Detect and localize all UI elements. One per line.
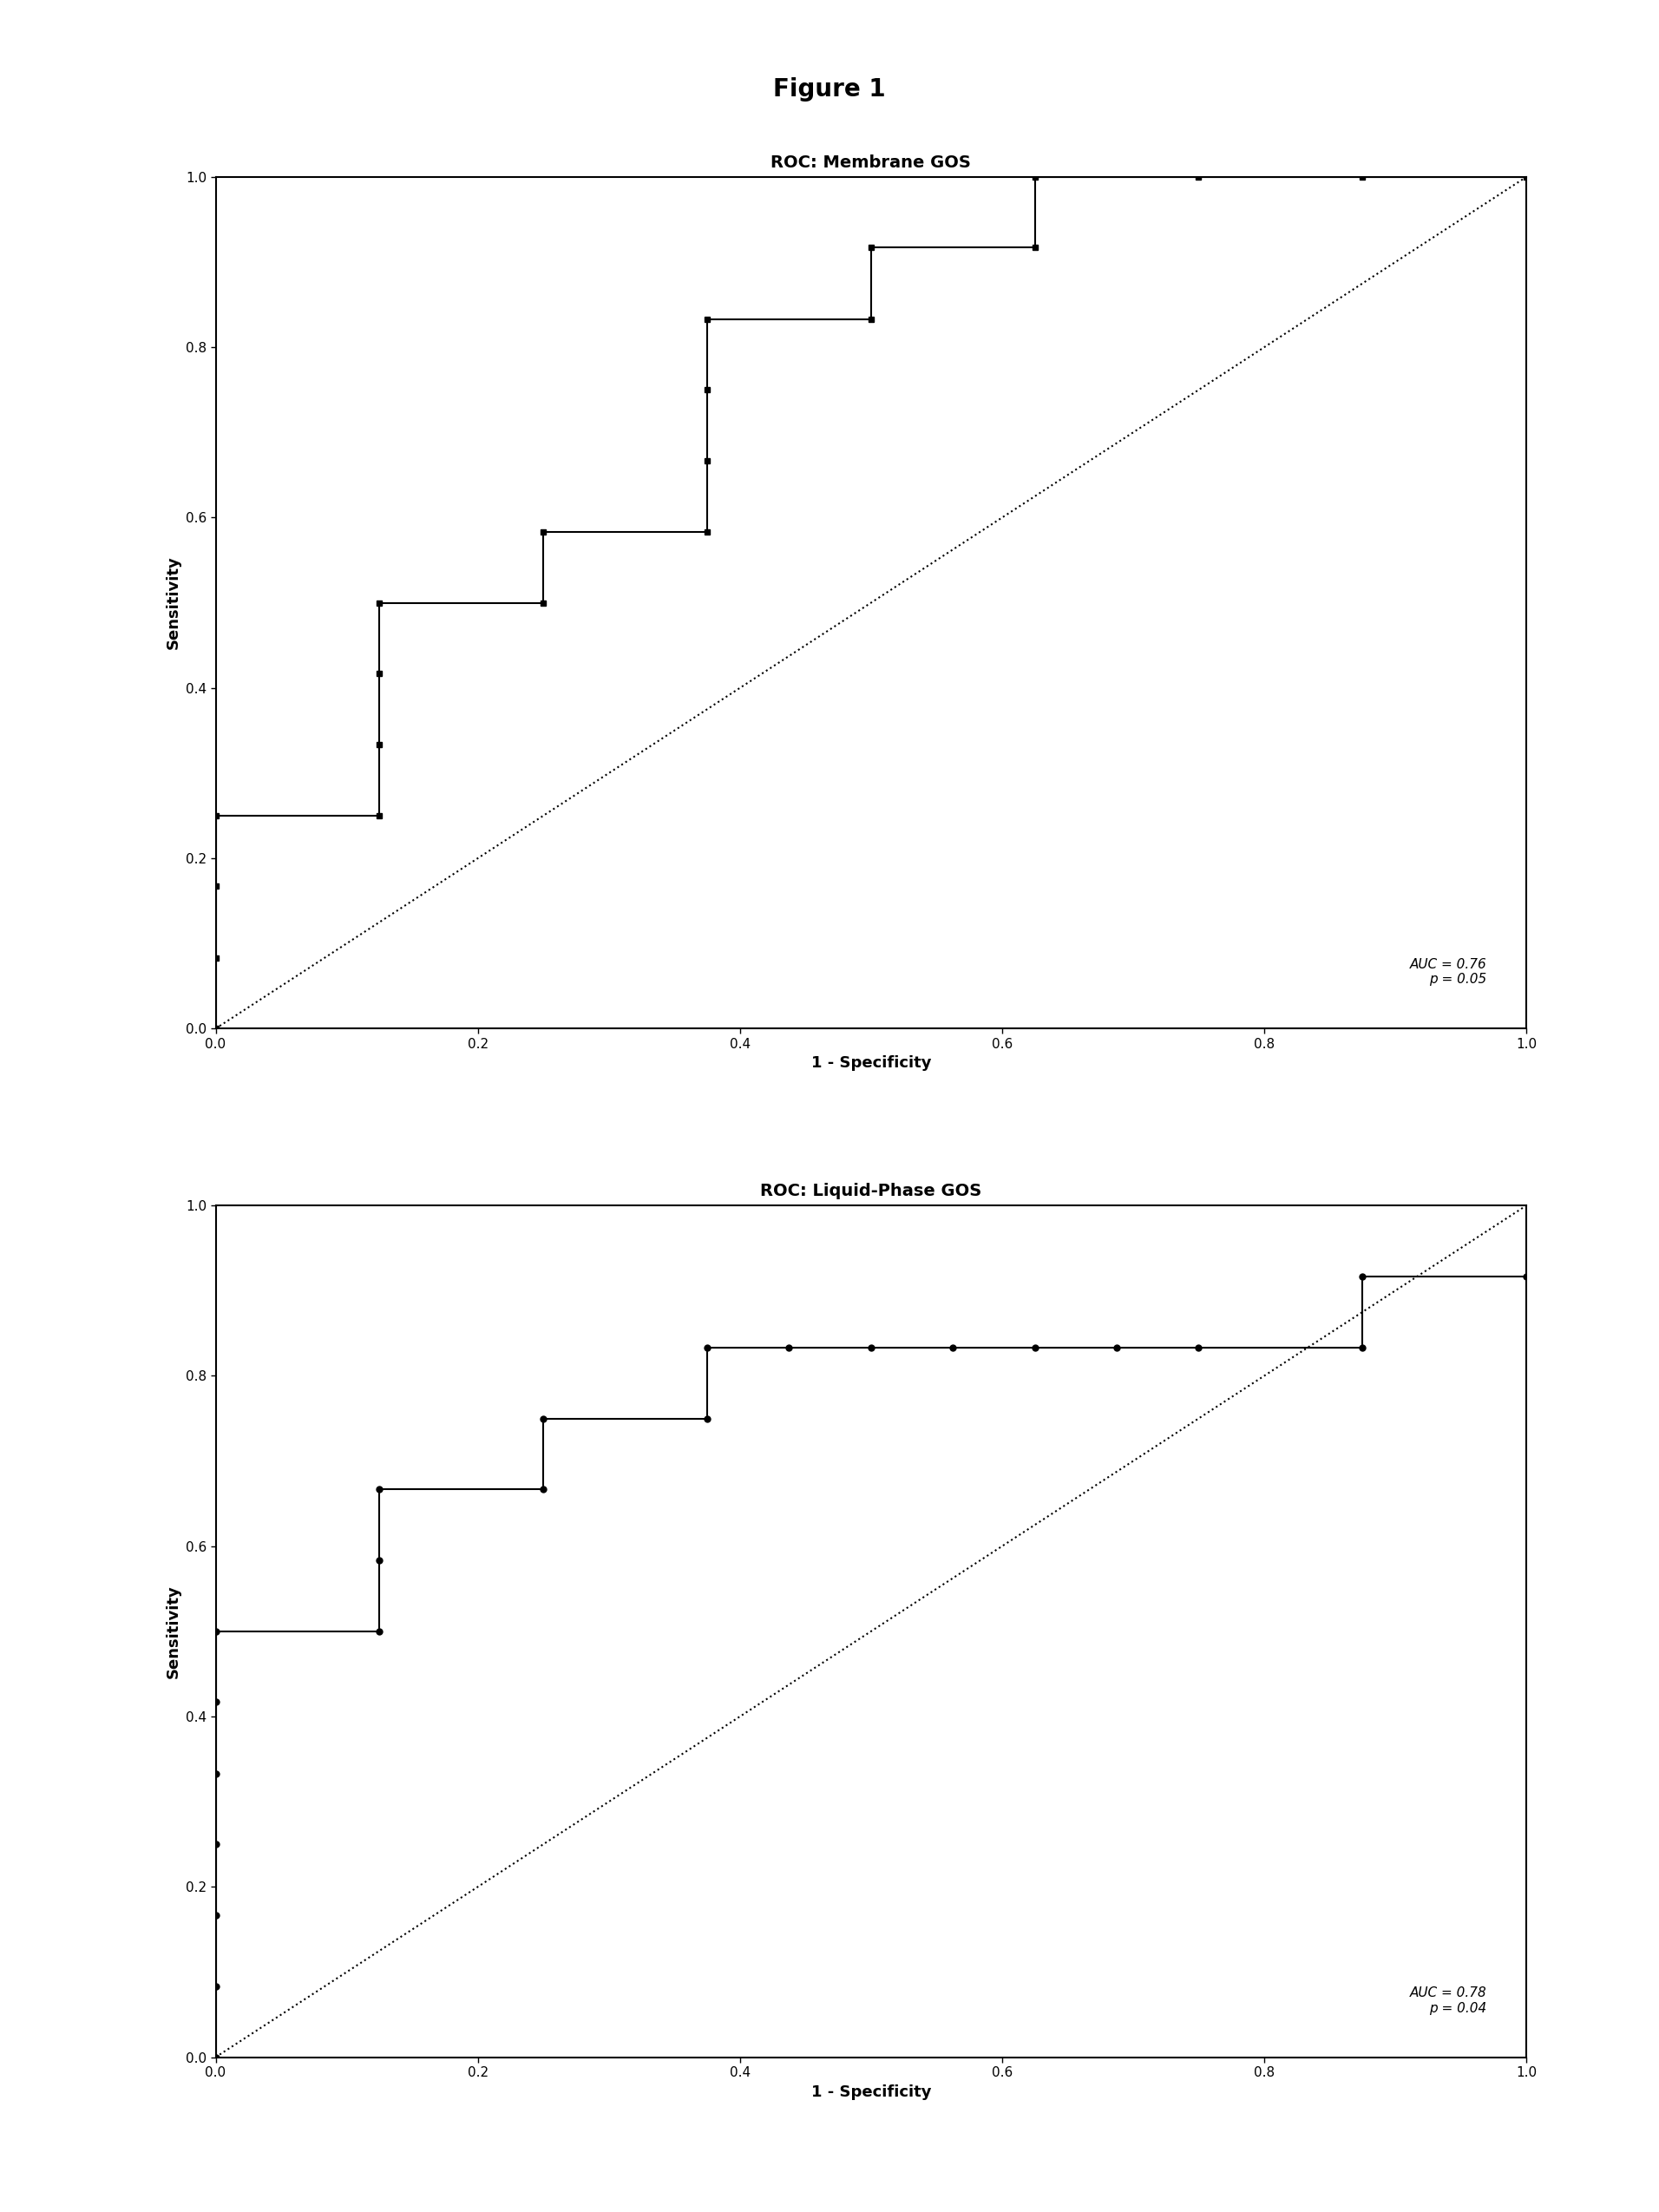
Text: AUC = 0.76
p = 0.05: AUC = 0.76 p = 0.05 bbox=[1410, 958, 1486, 987]
Y-axis label: Sensitivity: Sensitivity bbox=[166, 1584, 181, 1679]
Y-axis label: Sensitivity: Sensitivity bbox=[166, 555, 181, 650]
Title: ROC: Liquid-Phase GOS: ROC: Liquid-Phase GOS bbox=[760, 1183, 982, 1199]
X-axis label: 1 - Specificity: 1 - Specificity bbox=[811, 2084, 931, 2099]
Title: ROC: Membrane GOS: ROC: Membrane GOS bbox=[771, 155, 971, 170]
Text: Figure 1: Figure 1 bbox=[773, 77, 886, 102]
X-axis label: 1 - Specificity: 1 - Specificity bbox=[811, 1055, 931, 1071]
Text: AUC = 0.78
p = 0.04: AUC = 0.78 p = 0.04 bbox=[1410, 1986, 1486, 2015]
